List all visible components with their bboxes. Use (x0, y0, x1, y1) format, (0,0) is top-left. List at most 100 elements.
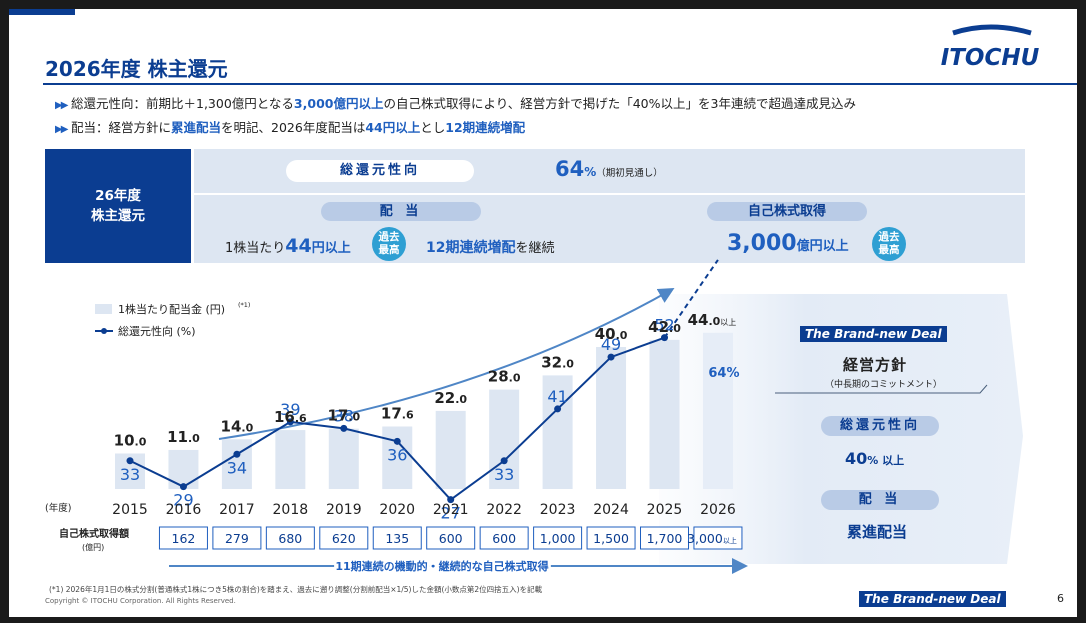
dividend-value-label: 14.0 (221, 417, 254, 435)
x-tick-label: 2018 (273, 502, 309, 518)
footer-brand-rest: Brand-new Deal (893, 592, 1001, 606)
deal-brand-mark: The Brand-new Deal (800, 326, 947, 342)
payout-ratio-label: 29 (173, 491, 193, 510)
dividend-bar (435, 410, 466, 489)
deal-policy-subtitle: （中長期のコミットメント） (825, 380, 943, 390)
x-tick-label: 2023 (540, 502, 576, 518)
dividend-bar (168, 449, 199, 489)
buyback-box (319, 526, 369, 550)
payout-ratio-point (340, 424, 348, 432)
dividend-bar (382, 426, 413, 489)
deal-brand-rest: Brand-new Deal (834, 327, 942, 341)
x-tick-label: 2021 (433, 502, 469, 518)
buyback-value: 680 (278, 531, 302, 546)
buyback-row-label: 自己株式取得額 (59, 527, 129, 540)
bullet-dividend: ▶▶ 配当：経営方針に累進配当を明記、2026年度配当は44円以上とし12期連続増… (55, 117, 525, 136)
summary-title-block: 26年度 株主還元 (45, 149, 191, 263)
title-underline (43, 83, 1077, 85)
dividend-value: 44 (285, 235, 312, 257)
buyback-value: 600 (492, 531, 516, 546)
buyback-box (265, 526, 315, 550)
deal-payout-group: 40% 以上 (845, 449, 904, 468)
buyback-value: 1,000 (540, 531, 576, 546)
dividend-bar (275, 430, 306, 489)
footnote: (*1) 2026年1月1日の株式分割(普通株式1株につき5株の割合)を踏まえ、… (49, 585, 543, 594)
payout-ratio-point (661, 334, 668, 342)
buyback-unit: 億円以上 (796, 239, 849, 254)
top-accent-bar (9, 9, 75, 15)
deal-dividend-value: 累進配当 (847, 523, 908, 541)
payout-ratio-label: 52 (654, 316, 674, 335)
x-tick-label: 2026 (700, 502, 736, 518)
footer-brand-mark: The Brand-new Deal (859, 591, 1006, 607)
badge-text: 過去 (878, 231, 900, 243)
deal-payout-value: 40 (845, 449, 868, 468)
badge-text: 過去 (378, 231, 400, 243)
summary-title-year: 26年度 (95, 188, 141, 204)
buyback-value: 1,500 (593, 531, 629, 546)
x-axis-label: (年度) (45, 502, 71, 514)
buyback-box (212, 526, 262, 550)
dividend-value-label: 10.0 (114, 432, 147, 450)
buyback-box (158, 526, 208, 550)
dividend-streak: 12期連続増配 (426, 240, 516, 256)
buyback-box (479, 526, 529, 550)
deal-policy-title: 経営方針 (843, 356, 908, 374)
payout-ratio-label: 27 (441, 504, 461, 523)
payout-ratio-point (554, 405, 562, 413)
payout-ratio-forecast-line (663, 259, 719, 339)
buyback-value: 620 (332, 531, 356, 546)
bullet-text: の自己株式取得により、経営方針で掲げた「40%以上」を3年連続で超過達成見込み (383, 96, 856, 111)
dividend-value-label: 42.0 (648, 318, 681, 336)
bullet-arrow-icon: ▶▶ (55, 124, 68, 135)
bullet-text: 総還元性向：前期比＋1,300億円となる (71, 96, 294, 111)
bullet-text: 配当：経営方針に (71, 120, 172, 135)
buyback-value-group: 3,000億円以上 (727, 231, 849, 256)
payout-value: 64 (555, 157, 585, 181)
buyback-value: 600 (439, 531, 463, 546)
payout-note: （期初見通し） (596, 168, 663, 179)
dividend-bar (489, 389, 520, 489)
bullet-highlight: 12期連続増配 (445, 120, 526, 135)
payout-ratio-label: 33 (120, 465, 140, 484)
buyback-caption: 11期連続の機動的・継続的な自己株式取得 (335, 559, 548, 573)
legend-line-marker (101, 328, 107, 334)
payout-value-group: 64%（期初見通し） (555, 157, 663, 181)
dividend-record-badge: 過去 最高 (372, 227, 406, 261)
payout-ratio-label: 64% (708, 366, 739, 381)
buyback-box (533, 526, 583, 550)
dividend-value-label: 16.6 (274, 408, 307, 426)
bullet-highlight: 44円以上 (365, 120, 421, 135)
payout-ratio-point (447, 496, 455, 504)
payout-ratio-label: 49 (601, 335, 621, 354)
dividend-value-label: 32.0 (541, 353, 574, 371)
payout-ratio-point (607, 353, 615, 361)
summary-title-label: 株主還元 (91, 208, 145, 224)
buyback-value: 3,000 (727, 231, 797, 256)
buyback-value: 1,700 (647, 531, 683, 546)
dividend-unit: 円以上 (311, 241, 351, 256)
dividend-value-label: 17.6 (381, 405, 414, 423)
buyback-value: 135 (385, 531, 409, 546)
page-number: 6 (1057, 592, 1064, 605)
payout-ratio-point (126, 457, 134, 465)
dividend-bar (328, 428, 359, 489)
dividend-value-label: 22.0 (434, 389, 467, 407)
payout-ratio-label: 36 (387, 445, 407, 464)
bullet-total-payout: ▶▶ 総還元性向：前期比＋1,300億円となる3,000億円以上の自己株式取得によ… (55, 93, 856, 112)
dividend-prefix: 1株当たり (225, 241, 286, 256)
legend-line-label: 総還元性向 (%) (118, 324, 196, 338)
slide: 2026年度 株主還元 ITOCHU ▶▶ 総還元性向：前期比＋1,300億円とな… (9, 9, 1077, 617)
dividend-bar (649, 339, 680, 489)
bullet-highlight: 3,000億円以上 (293, 96, 384, 111)
x-tick-label: 2016 (166, 502, 202, 518)
payout-ratio-point (286, 418, 294, 426)
buyback-value: 279 (225, 531, 249, 546)
buyback-box (372, 526, 422, 550)
dividend-value-label: 17.0 (327, 407, 360, 425)
page-title: 2026年度 株主還元 (45, 57, 228, 81)
payout-ratio-point (179, 483, 187, 491)
buyback-row-unit: (億円) (82, 542, 104, 552)
copyright: Copyright © ITOCHU Corporation. All Righ… (45, 597, 236, 605)
dividend-value-label: 44.0以上 (688, 311, 737, 329)
